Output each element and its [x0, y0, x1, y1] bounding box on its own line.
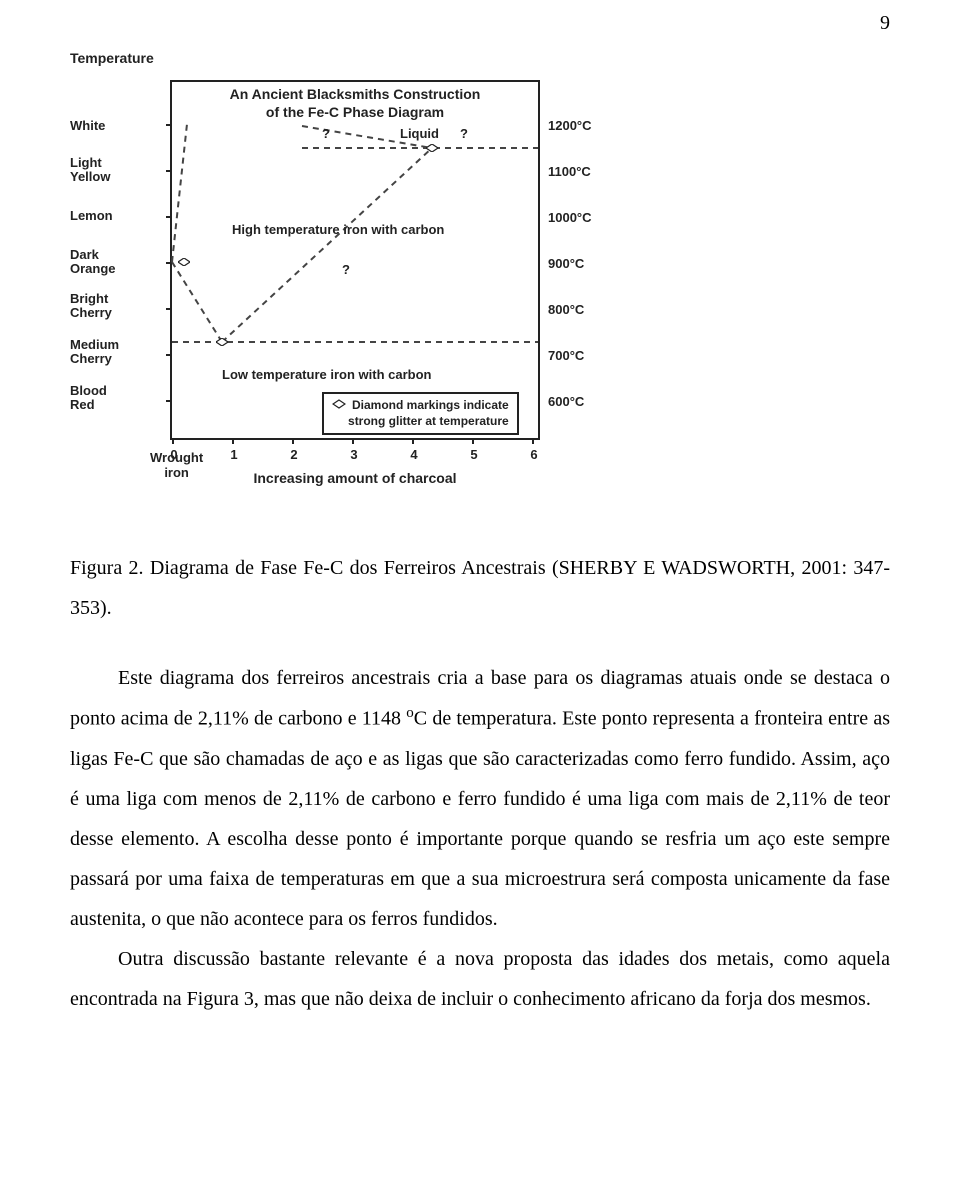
y-right-label: 1000°C: [548, 210, 592, 225]
x-label: 6: [530, 447, 537, 462]
phase-lines-svg: [172, 82, 538, 438]
body-paragraph-2: Outra discussão bastante relevante é a n…: [70, 939, 890, 1019]
x-tick: [472, 438, 474, 444]
x-label: 2: [290, 447, 297, 462]
x-label: 3: [350, 447, 357, 462]
y-right-label: 900°C: [548, 256, 584, 271]
legend-text-line2: strong glitter at temperature: [348, 414, 509, 428]
figure-wrap: Temperature White Light Yellow Lemon Dar…: [70, 50, 630, 520]
x-tick: [412, 438, 414, 444]
diamond-marker-icon: [426, 144, 438, 152]
x-label: 5: [470, 447, 477, 462]
x-axis-title: Increasing amount of charcoal: [172, 470, 538, 486]
x-tick: [352, 438, 354, 444]
label-low-temp-region: Low temperature iron with carbon: [222, 367, 431, 382]
label-high-temp-region: High temperature iron with carbon: [232, 222, 444, 237]
x-tick: [172, 438, 174, 444]
y-right-label: 600°C: [548, 394, 584, 409]
y-left-label: Bright Cherry: [70, 292, 112, 319]
y-right-label: 1100°C: [548, 164, 591, 179]
y-left-label: Lemon: [70, 208, 113, 223]
page-number: 9: [880, 12, 890, 35]
y-right-label: 800°C: [548, 302, 584, 317]
y-right-label: 1200°C: [548, 118, 592, 133]
y-left-label: Light Yellow: [70, 156, 110, 183]
x-label: 4: [410, 447, 417, 462]
y-left-label: White: [70, 118, 105, 133]
diamond-marker-icon: [332, 398, 346, 414]
figure-caption: Figura 2. Diagrama de Fase Fe-C dos Ferr…: [70, 548, 890, 628]
x-label: 1: [230, 447, 237, 462]
x-tick: [292, 438, 294, 444]
y-right-label: 700°C: [548, 348, 584, 363]
x-tick: [232, 438, 234, 444]
body-paragraph-1: Este diagrama dos ferreiros ancestrais c…: [70, 658, 890, 939]
x-tick: [532, 438, 534, 444]
diamond-marker-icon: [178, 258, 190, 266]
y-left-label: Dark Orange: [70, 248, 116, 275]
y-left-label: Blood Red: [70, 384, 107, 411]
legend-text-line1: Diamond markings indicate: [352, 398, 509, 412]
diamond-marker-icon: [216, 338, 228, 346]
superscript-degree: o: [406, 705, 414, 721]
phase-diagram-plot: An Ancient Blacksmiths Construction of t…: [170, 80, 540, 440]
chart-legend: Diamond markings indicate strong glitter…: [322, 392, 519, 435]
phase-diagram: Temperature White Light Yellow Lemon Dar…: [70, 50, 630, 520]
para1-text-b: C de temperatura. Este ponto representa …: [70, 708, 890, 930]
label-question: ?: [460, 126, 468, 141]
y-axis-title: Temperature: [70, 50, 154, 66]
label-question: ?: [322, 126, 330, 141]
label-question: ?: [342, 262, 350, 277]
label-liquid: Liquid: [400, 126, 439, 141]
y-left-label: Medium Cherry: [70, 338, 119, 365]
